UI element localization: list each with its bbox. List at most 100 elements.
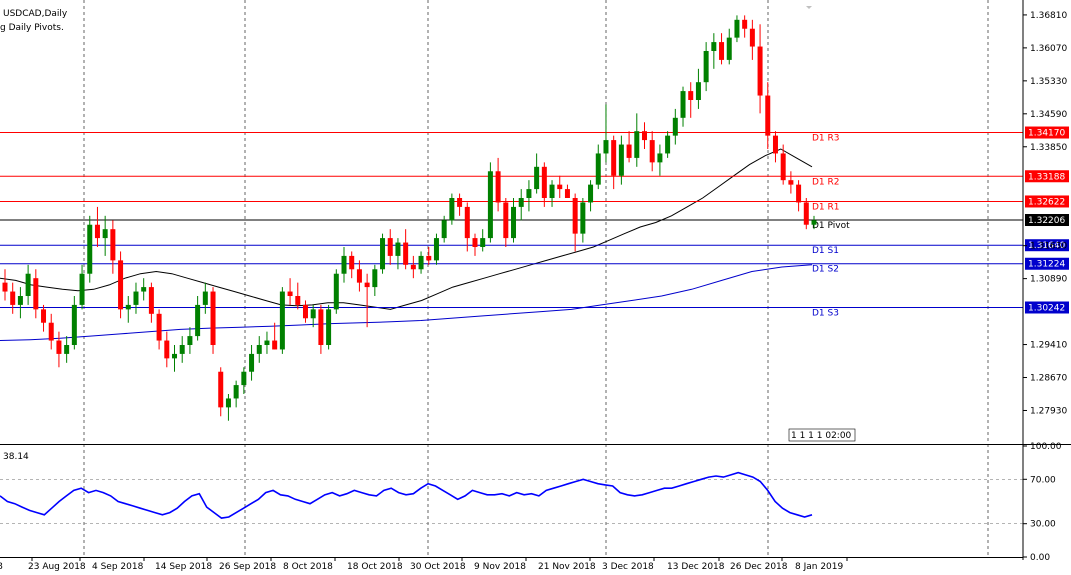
price-tick-label: 1.36810 xyxy=(1030,11,1067,21)
candle-body xyxy=(318,309,324,345)
candle-body xyxy=(125,304,131,310)
rsi-value-label: 38.14 xyxy=(3,452,29,462)
candle-body xyxy=(195,304,201,337)
candle xyxy=(118,251,124,319)
price-tick-label: 1.36070 xyxy=(1030,44,1067,54)
pivot-price-label: 1.32622 xyxy=(1028,197,1065,207)
date-tick-label: 26 Dec 2018 xyxy=(730,562,788,572)
candle xyxy=(356,260,362,292)
candle-body xyxy=(380,238,386,270)
pivot-price-badge xyxy=(1025,239,1069,252)
candle xyxy=(141,278,147,301)
candle xyxy=(426,247,432,265)
candle xyxy=(472,233,478,256)
candle-body xyxy=(557,184,563,190)
candle-body xyxy=(703,51,709,83)
price-tick-label: 1.30890 xyxy=(1030,275,1067,285)
rsi-tick-label: 0.00 xyxy=(1030,553,1050,563)
pivot-level-d1-r3: D1 R3 1.34170 xyxy=(0,126,1069,144)
candle xyxy=(765,82,771,149)
candle xyxy=(295,282,301,310)
candle xyxy=(302,300,308,323)
pivot-price-badge xyxy=(1025,214,1069,227)
candle xyxy=(796,180,802,212)
candle-body xyxy=(772,135,778,154)
candle xyxy=(749,19,755,60)
candle xyxy=(703,42,709,92)
candle-body xyxy=(341,255,347,274)
candle xyxy=(526,180,532,212)
pivot-name-label: D1 S2 xyxy=(812,265,839,275)
rsi-line xyxy=(0,471,813,519)
candle xyxy=(164,331,170,368)
candle-body xyxy=(10,291,16,305)
candle-body xyxy=(41,309,47,323)
candle xyxy=(133,282,139,314)
candle xyxy=(10,282,16,314)
candle xyxy=(549,180,555,207)
candle-body xyxy=(518,198,524,207)
price-tick-label: 1.33850 xyxy=(1030,143,1067,153)
candle xyxy=(395,238,401,270)
candle-body xyxy=(210,291,216,345)
date-tick-label: 23 Aug 2018 xyxy=(28,562,86,572)
candle xyxy=(249,345,255,381)
candle-body xyxy=(2,282,8,292)
pivot-price-badge xyxy=(1025,170,1069,183)
candle-body xyxy=(503,202,509,239)
candle-body xyxy=(279,291,285,350)
candle-body xyxy=(179,345,185,354)
candle xyxy=(87,215,93,283)
pivot-name-label: D1 R3 xyxy=(812,134,840,144)
candle xyxy=(202,282,208,314)
candle-body xyxy=(410,264,416,270)
candle xyxy=(457,193,463,216)
candle-body xyxy=(480,238,486,247)
candle xyxy=(665,131,671,158)
candle xyxy=(272,322,278,350)
candle-body xyxy=(796,184,802,203)
pivot-price-label: 1.30242 xyxy=(1028,303,1065,313)
pivot-levels: D1 R3 1.34170 D1 R2 1.33188 D1 R1 1.32622 D1 P… xyxy=(0,126,1069,318)
pivot-name-label: D1 R1 xyxy=(812,202,840,212)
candle xyxy=(441,215,447,243)
candle-body xyxy=(295,296,301,305)
time-marker-text: 1 1 1 1 02:00 xyxy=(791,431,852,441)
pivot-name-label: D1 Pivot xyxy=(812,221,850,231)
date-tick-label: 30 Oct 2018 xyxy=(410,562,466,572)
candle xyxy=(711,33,717,69)
candles xyxy=(2,15,817,421)
candle xyxy=(688,82,694,118)
price-tick-label: 1.29410 xyxy=(1030,341,1067,351)
candle xyxy=(2,269,8,301)
pivot-price-badge xyxy=(1025,195,1069,208)
candle-body xyxy=(326,309,332,345)
candle-body xyxy=(711,42,717,51)
grid-lines xyxy=(0,0,1023,557)
price-tick-label: 1.28670 xyxy=(1030,374,1067,384)
time-marker[interactable]: 1 1 1 1 02:00 xyxy=(788,428,856,442)
candle-body xyxy=(333,273,339,310)
candle-body xyxy=(495,171,501,203)
candle-body xyxy=(71,304,77,345)
candle-body xyxy=(118,260,124,310)
date-tick-label: 8 Oct 2018 xyxy=(283,562,333,572)
candle-body xyxy=(695,82,701,100)
candle xyxy=(33,269,39,319)
candle xyxy=(449,193,455,225)
shift-marker-icon[interactable] xyxy=(806,6,812,9)
candle-body xyxy=(79,273,85,305)
candle xyxy=(480,229,486,252)
pivot-level-d1-s3: D1 S3 1.30242 xyxy=(0,301,1069,318)
date-tick-label: 14 Sep 2018 xyxy=(155,562,212,572)
pivot-name-label: D1 R2 xyxy=(812,177,840,187)
pivot-level-d1-r1: D1 R1 1.32622 xyxy=(0,195,1069,212)
candle-body xyxy=(641,131,647,141)
candle-body xyxy=(757,46,763,96)
candle-body xyxy=(803,202,809,225)
date-tick-label: 13 Dec 2018 xyxy=(667,562,725,572)
candle xyxy=(518,189,524,221)
candle xyxy=(233,380,239,408)
price-tick-label: 1.27930 xyxy=(1030,406,1067,416)
